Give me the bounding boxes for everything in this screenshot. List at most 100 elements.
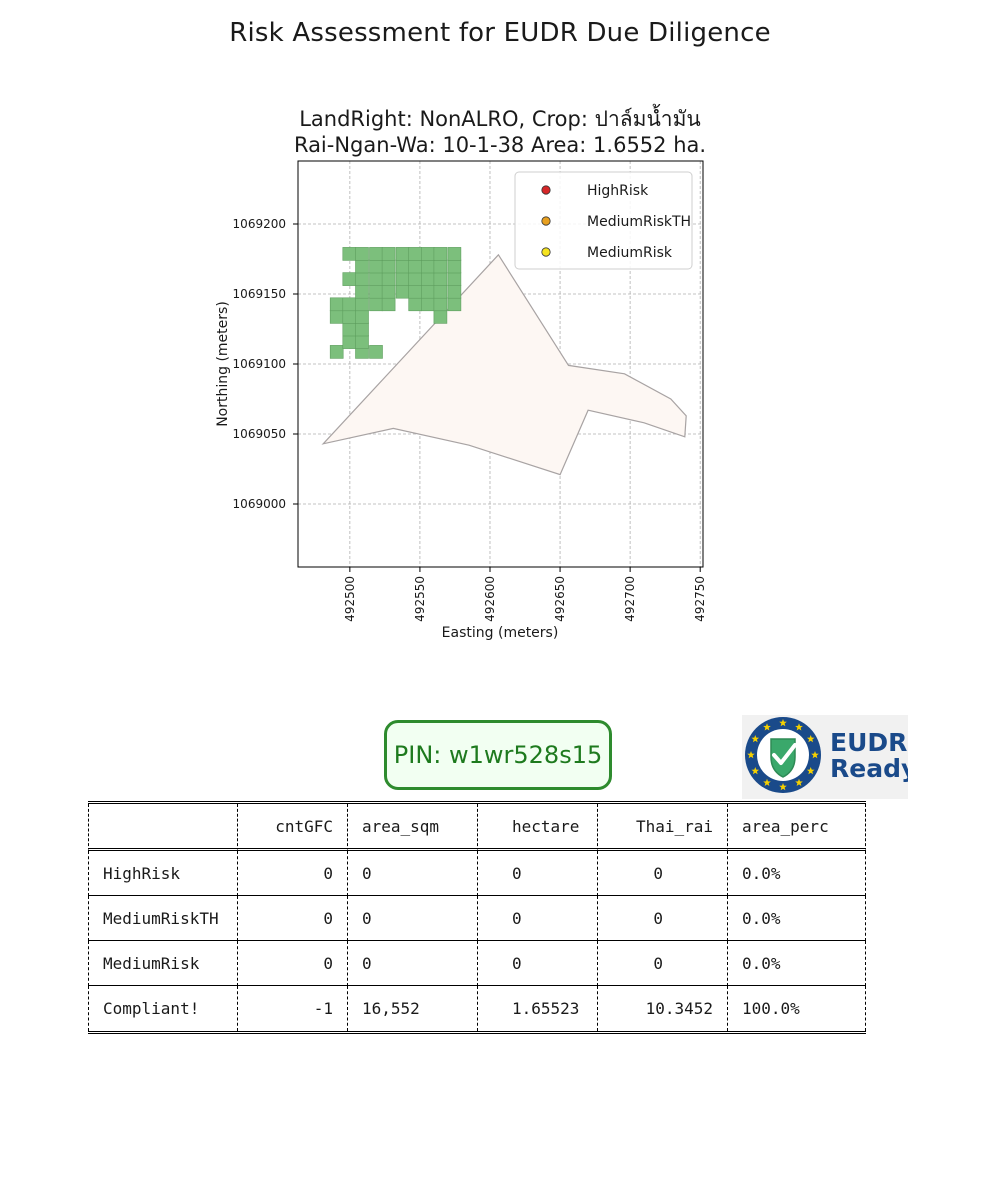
forest-cell <box>420 284 435 299</box>
forest-cell <box>447 247 462 261</box>
x-tick-label: 492600 <box>483 576 497 622</box>
legend: HighRisk MediumRiskTH MediumRisk <box>514 171 693 270</box>
forest-cell <box>355 259 369 274</box>
logo-star <box>811 751 819 759</box>
forest-cell <box>355 310 369 324</box>
row-label: MediumRiskTH <box>88 896 237 941</box>
cell-cntgfc: 0 <box>237 941 347 986</box>
forest-cell <box>329 297 344 312</box>
forest-cell <box>342 310 357 324</box>
forest-cell <box>381 297 396 312</box>
y-tick-label: 1069150 <box>233 287 286 301</box>
cell-area-perc: 0.0% <box>727 896 866 941</box>
forest-cell <box>342 335 357 349</box>
forest-cell <box>369 259 383 274</box>
x-tick-label: 492700 <box>623 576 637 622</box>
cell-area-perc: 100.0% <box>727 986 866 1031</box>
table-header-row: cntGFC area_sqm hectare Thai_rai area_pe… <box>88 804 866 851</box>
chart-title-line2: Rai-Ngan-Wa: 10-1-38 Area: 1.6552 ha. <box>294 133 706 157</box>
forest-cell <box>342 322 357 337</box>
forest-cell <box>433 272 448 286</box>
header-cell-area-sqm: area_sqm <box>347 804 477 851</box>
row-label: MediumRisk <box>88 941 237 986</box>
pin-badge: PIN: w1wr528s15 <box>384 720 612 790</box>
logo-star <box>763 778 771 786</box>
forest-cell <box>395 247 410 261</box>
legend-label: MediumRiskTH <box>587 214 691 230</box>
legend-marker <box>541 185 551 195</box>
table-row: MediumRisk 0 0 0 0 0.0% <box>88 941 866 986</box>
plot-boundary-polygon <box>321 253 687 476</box>
x-tick-label: 492750 <box>693 576 707 622</box>
eudr-ready-logo: EUDR Ready <box>742 715 908 799</box>
forest-cell <box>369 297 383 312</box>
logo-star <box>806 767 815 775</box>
forest-cell <box>342 272 357 286</box>
cell-area-sqm: 16,552 <box>347 986 477 1031</box>
forest-cells-layer <box>329 247 462 359</box>
y-tick-label: 1069200 <box>233 217 286 231</box>
y-tick-label: 1069100 <box>233 357 286 371</box>
chart-title-line1: LandRight: NonALRO, Crop: ปาล์มน้ำมัน <box>299 104 701 131</box>
cell-area-sqm: 0 <box>347 941 477 986</box>
y-tick-label: 1069000 <box>233 497 286 511</box>
legend-label: MediumRisk <box>587 245 673 261</box>
forest-cell <box>420 297 435 312</box>
forest-cell <box>369 345 383 359</box>
header-cell-hectare: hectare <box>477 804 597 851</box>
cell-thai-rai: 0 <box>597 941 727 986</box>
x-tick-label: 492650 <box>553 576 567 622</box>
forest-cell <box>369 284 383 299</box>
cell-cntgfc: 0 <box>237 851 347 896</box>
cell-area-sqm: 0 <box>347 896 477 941</box>
map-chart: LandRight: NonALRO, Crop: ปาล์มน้ำมัน Ra… <box>215 104 707 641</box>
forest-cell <box>369 247 383 261</box>
forest-cell <box>420 247 435 261</box>
cell-hectare: 0 <box>477 851 597 896</box>
logo-star <box>779 719 787 727</box>
x-tick-label: 492550 <box>413 576 427 622</box>
forest-cell <box>433 297 448 312</box>
cell-hectare: 0 <box>477 896 597 941</box>
forest-cell <box>408 259 423 274</box>
cell-thai-rai: 0 <box>597 896 727 941</box>
forest-cell <box>381 272 396 286</box>
cell-cntgfc: 0 <box>237 896 347 941</box>
forest-cell <box>420 272 435 286</box>
logo-star <box>747 751 755 759</box>
header-cell-area-perc: area_perc <box>727 804 866 851</box>
row-label: HighRisk <box>88 851 237 896</box>
forest-cell <box>447 297 462 312</box>
table-row: Compliant! -1 16,552 1.65523 10.3452 100… <box>88 986 866 1031</box>
logo-text-ready: Ready <box>830 754 908 783</box>
logo-star <box>751 735 760 743</box>
logo-star <box>795 778 803 786</box>
forest-cell <box>395 284 410 299</box>
legend-box <box>514 171 693 270</box>
y-axis-label: Northing (meters) <box>215 301 231 427</box>
forest-cell <box>329 345 344 359</box>
forest-cell <box>447 284 462 299</box>
cell-area-sqm: 0 <box>347 851 477 896</box>
forest-cell <box>447 272 462 286</box>
forest-cell <box>342 247 357 261</box>
forest-cell <box>342 297 357 312</box>
logo-star <box>763 723 771 731</box>
map-chart-svg: LandRight: NonALRO, Crop: ปาล์มน้ำมัน Ra… <box>215 104 707 641</box>
x-tick-label: 492500 <box>343 576 357 622</box>
forest-cell <box>408 284 423 299</box>
header-cell-cntgfc: cntGFC <box>237 804 347 851</box>
forest-cell <box>433 284 448 299</box>
forest-cell <box>355 297 369 312</box>
forest-cell <box>433 247 448 261</box>
forest-cell <box>395 272 410 286</box>
risk-summary-table: cntGFC area_sqm hectare Thai_rai area_pe… <box>88 801 866 1034</box>
forest-cell <box>408 272 423 286</box>
cell-area-perc: 0.0% <box>727 851 866 896</box>
legend-label: HighRisk <box>587 183 649 199</box>
forest-cell <box>355 335 369 349</box>
forest-cell <box>329 310 344 324</box>
cell-hectare: 0 <box>477 941 597 986</box>
forest-cell <box>355 272 369 286</box>
forest-cell <box>355 247 369 261</box>
